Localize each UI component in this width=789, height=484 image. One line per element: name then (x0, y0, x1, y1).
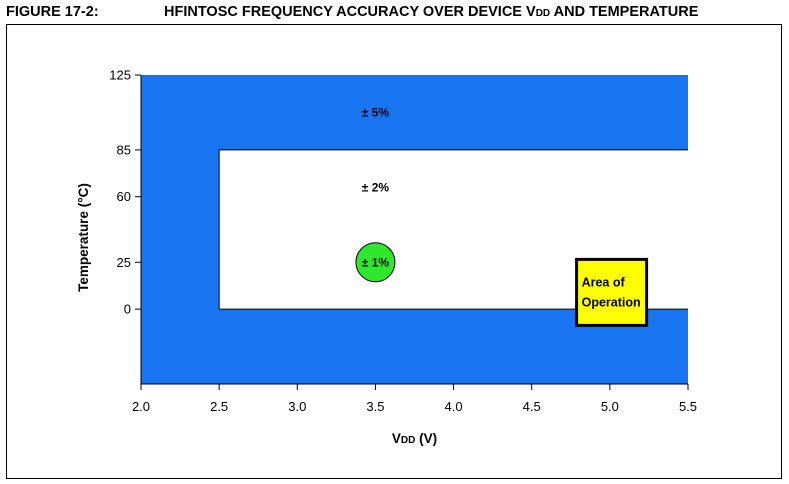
area-of-operation-box (575, 257, 649, 327)
x-tick-label: 4.0 (445, 399, 463, 414)
x-tick-label: 4.5 (523, 399, 541, 414)
y-axis-title: Temperature (°C) (76, 183, 91, 292)
x-tick-label: 3.0 (288, 399, 306, 414)
figure-title-prefix: HFINTOSC FREQUENCY ACCURACY OVER DEVICE … (164, 4, 536, 20)
figure-number: FIGURE 17-2: (6, 4, 99, 20)
x-tick-label: 5.5 (679, 399, 697, 414)
figure-title: HFINTOSC FREQUENCY ACCURACY OVER DEVICE … (164, 4, 698, 20)
y-tick-label: 125 (109, 68, 131, 83)
y-tick-label: 25 (117, 255, 131, 270)
y-tick-label: 60 (117, 189, 131, 204)
area-of-operation-label-1: Area of (582, 275, 626, 289)
x-axis-title: VDD (V) (392, 431, 437, 446)
y-tick-label: 0 (124, 302, 131, 317)
y-tick-label: 85 (117, 142, 131, 157)
region-5pct-label: ± 5% (362, 105, 390, 119)
region-1pct (355, 242, 396, 283)
figure-frame (6, 24, 782, 479)
figure-header: FIGURE 17-2: HFINTOSC FREQUENCY ACCURACY… (6, 4, 786, 24)
region-1pct-label: ± 1% (362, 255, 390, 269)
x-tick-label: 3.5 (366, 399, 384, 414)
region-2pct-label: ± 2% (362, 180, 390, 194)
x-tick-label: 5.0 (601, 399, 619, 414)
x-tick-label: 2.5 (210, 399, 228, 414)
figure-title-suffix: AND TEMPERATURE (550, 4, 699, 20)
x-tick-label: 2.0 (132, 399, 150, 414)
area-of-operation-label-2: Operation (582, 295, 641, 309)
figure-title-subscript: DD (535, 8, 551, 19)
